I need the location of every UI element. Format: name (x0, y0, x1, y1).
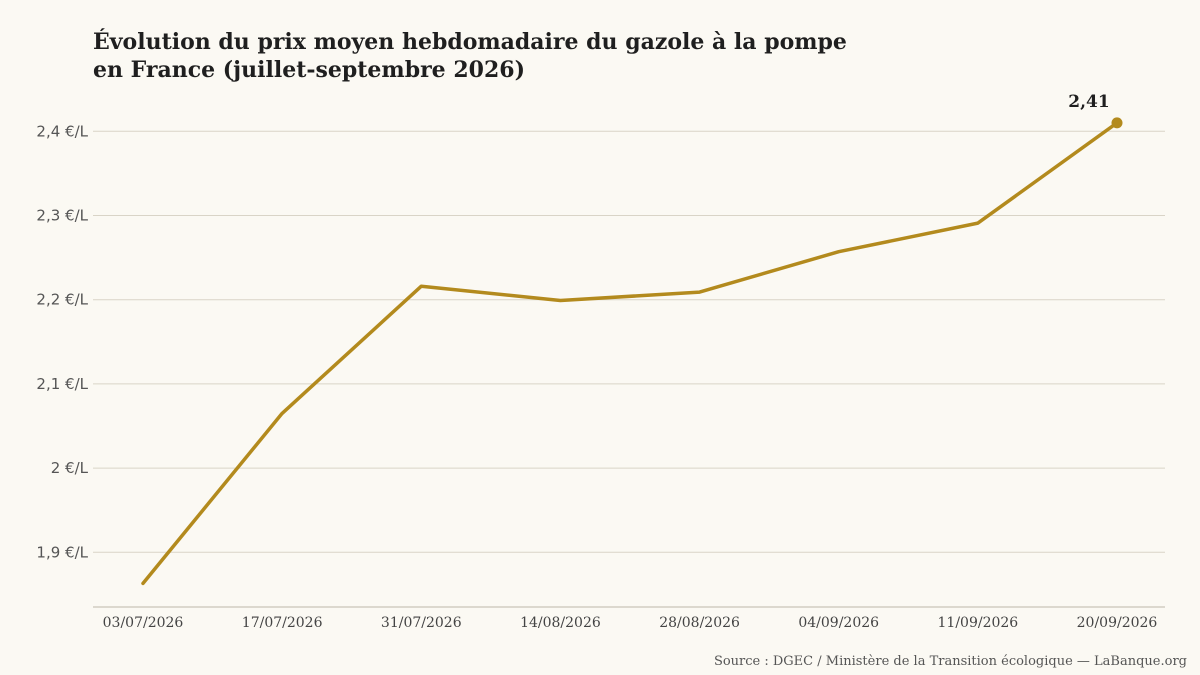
x-tick-label: 20/09/2026 (1077, 615, 1158, 631)
series-line-gazole (141, 121, 1119, 586)
x-tick-label: 03/07/2026 (103, 615, 184, 631)
x-axis-ticks: 03/07/2026 17/07/2026 31/07/2026 14/08/2026… (103, 615, 1158, 631)
y-tick-label: 1,9 €/L (36, 543, 88, 561)
x-tick-label: 28/08/2026 (659, 615, 740, 631)
source-note: Source : DGEC / Ministère de la Transiti… (714, 654, 1187, 669)
data-point-last (1111, 117, 1123, 129)
x-tick-label: 31/07/2026 (381, 615, 462, 631)
x-tick-label: 04/09/2026 (798, 615, 879, 631)
x-tick-label: 17/07/2026 (242, 615, 323, 631)
chart-title-line-2: en France (juillet-septembre 2026) (93, 57, 525, 83)
x-tick-label: 14/08/2026 (520, 615, 601, 631)
x-tick-label: 11/09/2026 (938, 615, 1019, 631)
chart-title-line-1: Évolution du prix moyen hebdomadaire du … (93, 28, 847, 55)
y-axis-ticks: 1,9 €/L 2 €/L 2,1 €/L 2,2 €/L 2,3 €/L 2,4 €/L (36, 122, 88, 561)
data-points (1111, 117, 1123, 129)
y-tick-label: 2,2 €/L (36, 291, 88, 309)
y-tick-label: 2,1 €/L (36, 375, 88, 393)
last-value-label: 2,41 (1068, 92, 1109, 112)
y-tick-label: 2 €/L (51, 459, 89, 477)
y-tick-label: 2,4 €/L (36, 122, 88, 140)
gridlines (93, 130, 1165, 553)
y-tick-label: 2,3 €/L (36, 207, 88, 225)
